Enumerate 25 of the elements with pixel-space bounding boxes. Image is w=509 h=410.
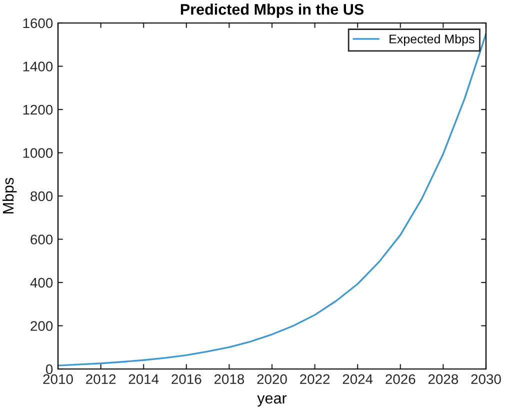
line-series (58, 32, 486, 366)
y-tick-label: 1000 (23, 148, 53, 158)
legend-label: Expected Mbps (390, 34, 474, 46)
x-tick-label: 2030 (471, 374, 501, 384)
y-tick-label: 1400 (23, 62, 53, 72)
y-tick-label: 400 (30, 278, 53, 288)
y-axis-title: Mbps (2, 178, 17, 214)
x-tick-label: 2024 (342, 374, 373, 384)
x-tick-label: 2016 (172, 374, 202, 384)
x-axis-title: year (257, 395, 287, 407)
y-tick-label: 600 (30, 234, 53, 244)
x-tick-label: 2012 (86, 374, 116, 384)
y-tick-label: 200 (30, 321, 53, 331)
x-tick-label: 2014 (128, 374, 159, 384)
y-tick-label: 1600 (23, 18, 53, 28)
y-tick-label: 800 (30, 191, 53, 202)
x-tick-label: 2028 (428, 374, 458, 384)
x-tick-label: 2018 (214, 374, 244, 384)
chart-title: Predicted Mbps in the US (180, 4, 364, 18)
y-tick-label: 0 (46, 364, 53, 374)
x-tick-label: 2022 (300, 374, 330, 384)
x-tick-label: 2026 (386, 374, 416, 384)
x-tick-label: 2020 (257, 374, 287, 384)
x-tick-label: 2010 (43, 374, 73, 384)
y-tick-label: 1200 (23, 104, 53, 115)
